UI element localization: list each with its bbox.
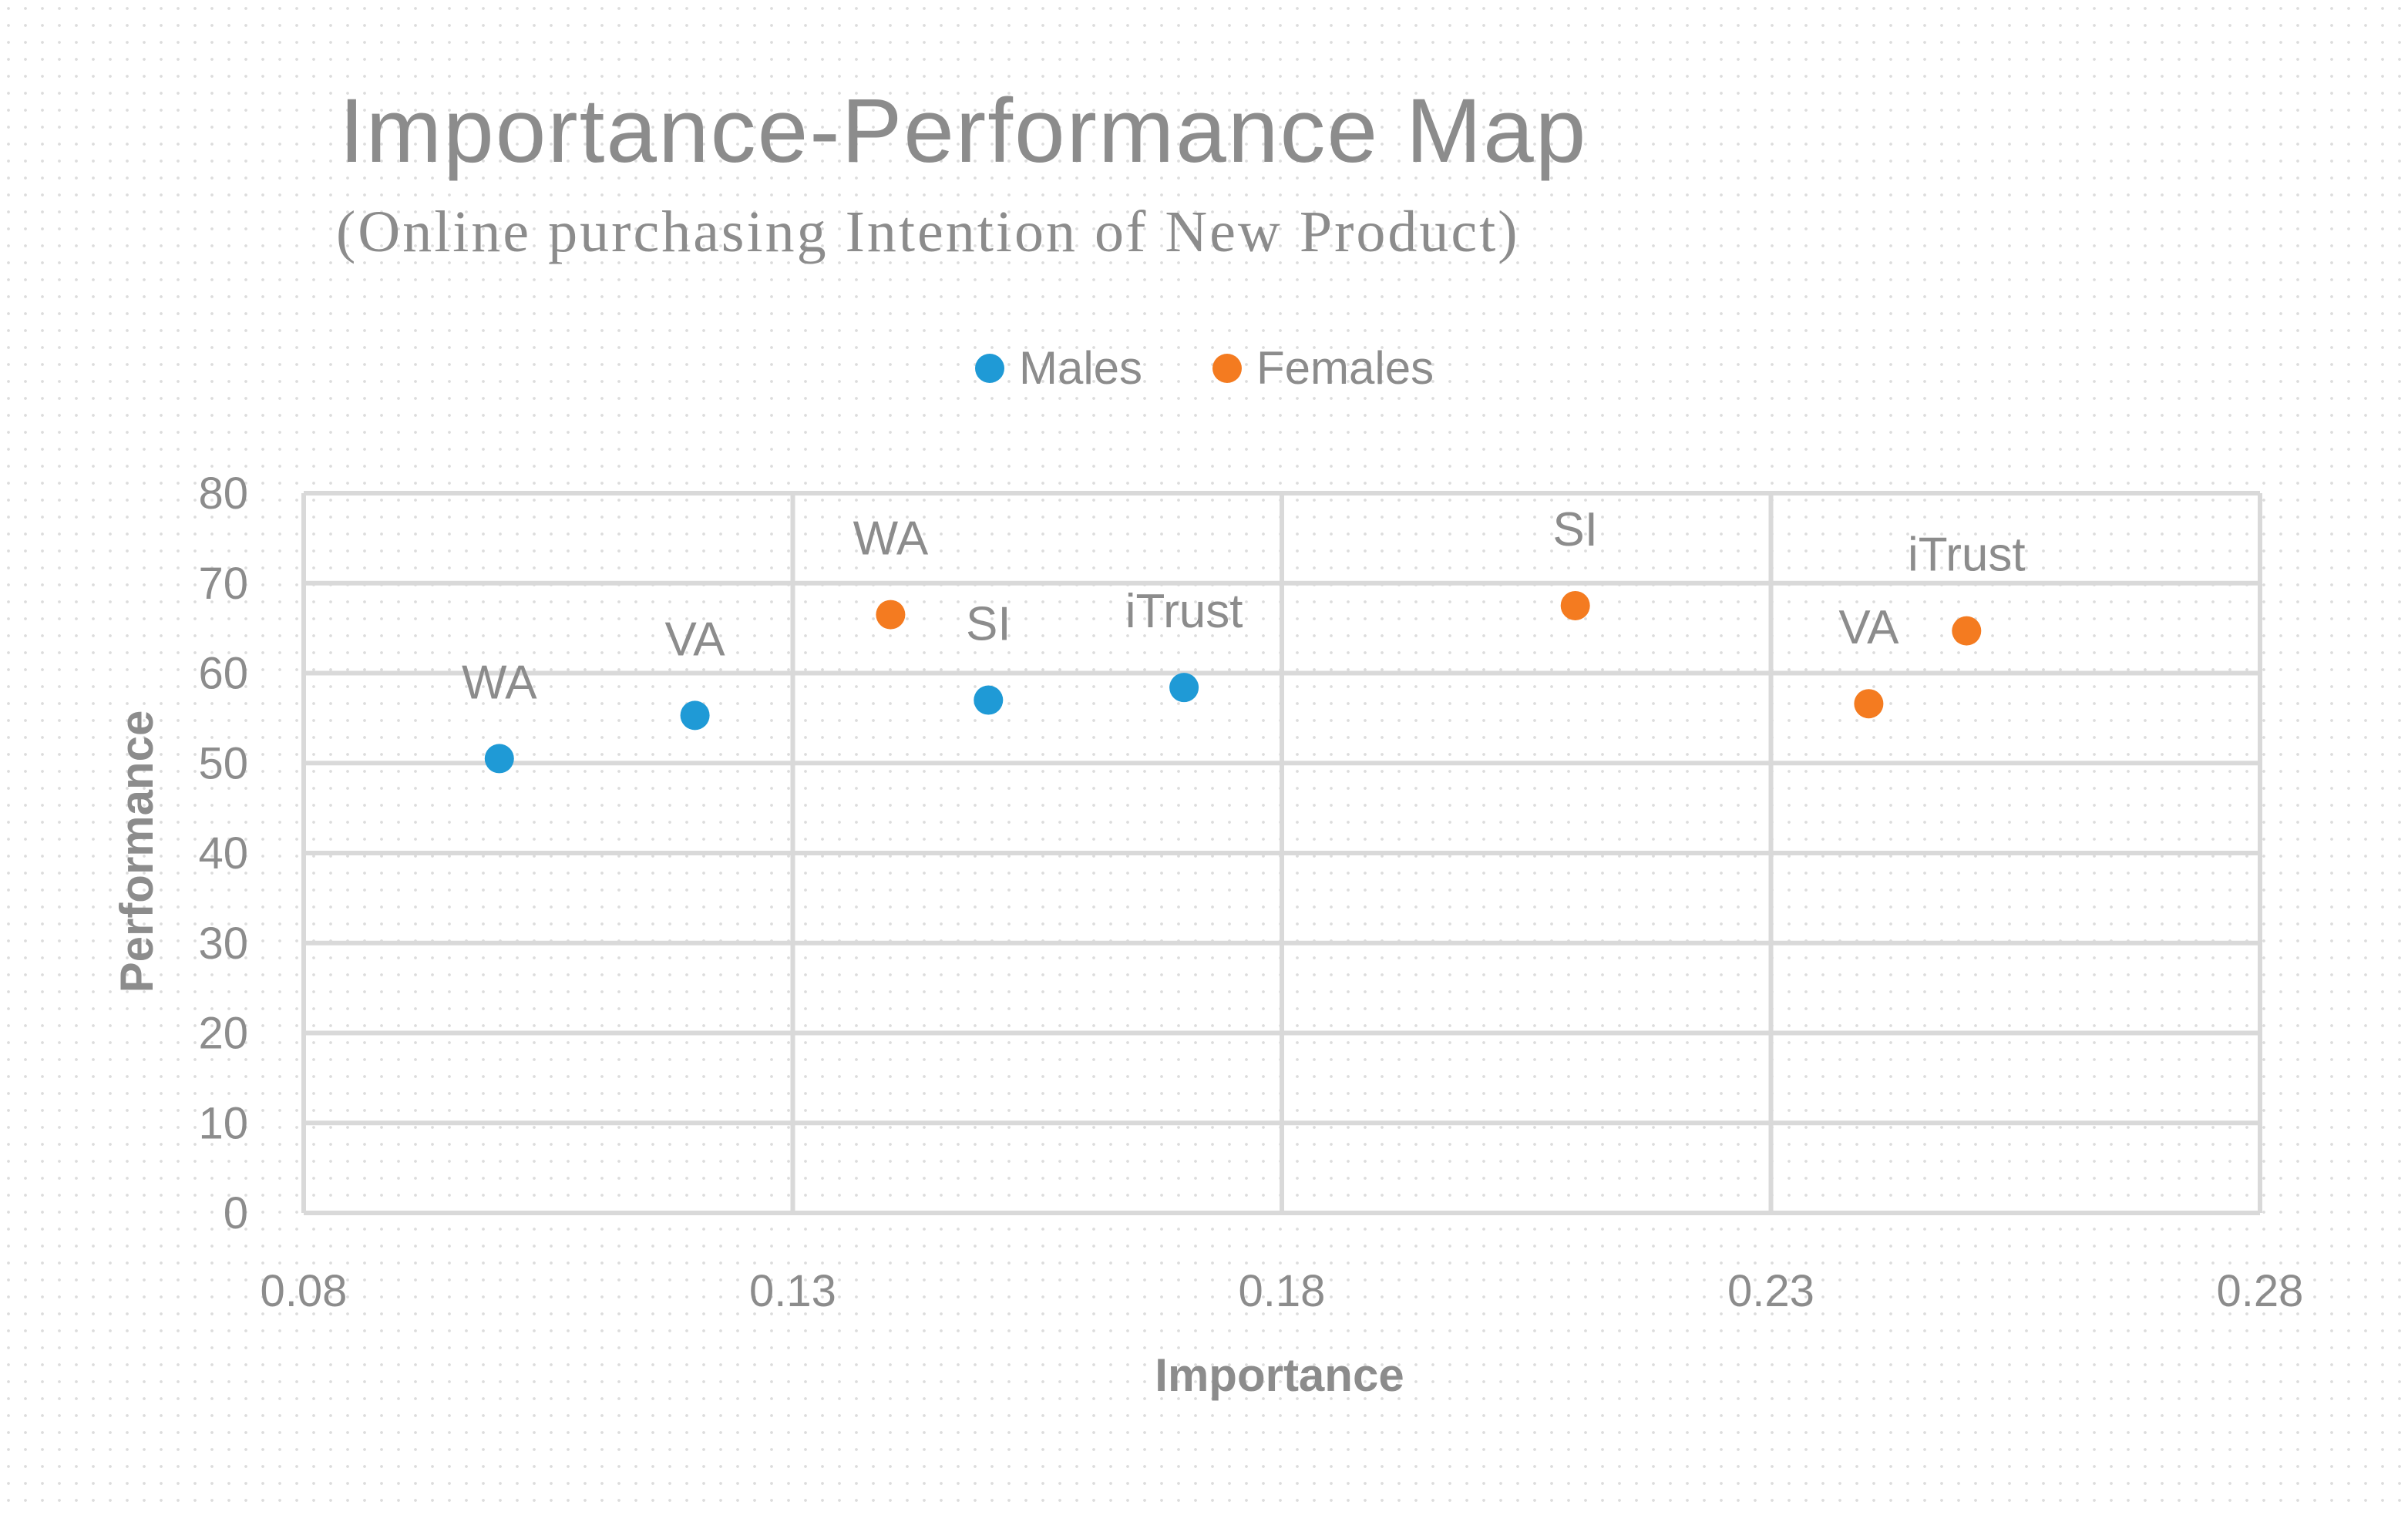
data-label-females-itrust: iTrust	[1908, 529, 2026, 582]
data-point-females-wa	[876, 600, 906, 630]
legend-label-males: Males	[1019, 342, 1142, 394]
y-tick-label: 10	[198, 1098, 248, 1148]
x-tick-label: 0.13	[749, 1266, 836, 1316]
grid	[301, 491, 2262, 1215]
y-tick-label: 30	[198, 919, 248, 969]
data-point-males-va	[680, 700, 710, 731]
data-point-males-si	[974, 685, 1004, 715]
x-tick-label: 0.18	[1239, 1266, 1326, 1316]
x-tick-label: 0.08	[261, 1266, 348, 1316]
legend: Males Females	[975, 342, 1434, 394]
y-tick-label: 80	[198, 469, 248, 519]
data-label-males-va: VA	[665, 613, 726, 666]
x-tick-label: 0.28	[2217, 1266, 2304, 1316]
chart-title: Importance-Performance Map	[339, 80, 1587, 182]
tick-labels: 0 10 20 30 40 50 60 70 80 0.08 0.13 0.18 0.23 0.28	[198, 469, 2303, 1316]
data-point-females-itrust	[1952, 616, 1982, 646]
data-label-females-va: VA	[1838, 601, 1899, 654]
data-label-males-si: SI	[966, 598, 1011, 651]
chart-subtitle: (Online purchasing Intention of New Prod…	[336, 200, 1520, 264]
y-tick-label: 20	[198, 1009, 248, 1059]
data-label-females-wa: WA	[853, 512, 929, 566]
legend-label-females: Females	[1256, 342, 1434, 394]
data-label-males-itrust: iTrust	[1125, 585, 1243, 638]
data-point-females-va	[1854, 689, 1884, 719]
x-tick-label: 0.23	[1727, 1266, 1814, 1316]
legend-marker-females	[1212, 354, 1242, 383]
data-point-females-si	[1560, 590, 1590, 620]
legend-marker-males	[975, 354, 1004, 383]
data-label-males-wa: WA	[462, 656, 537, 709]
y-tick-label: 50	[198, 738, 248, 788]
x-axis-title: Importance	[1155, 1349, 1404, 1401]
data-point-males-itrust	[1169, 673, 1199, 703]
y-axis-title: Performance	[111, 710, 163, 993]
data-point-males-wa	[484, 744, 514, 774]
y-tick-label: 0	[224, 1188, 248, 1238]
data-label-females-si: SI	[1552, 503, 1598, 556]
y-tick-label: 70	[198, 559, 248, 609]
y-tick-label: 60	[198, 649, 248, 699]
series-males: WA VA SI iTrust	[462, 585, 1243, 774]
y-tick-label: 40	[198, 828, 248, 878]
